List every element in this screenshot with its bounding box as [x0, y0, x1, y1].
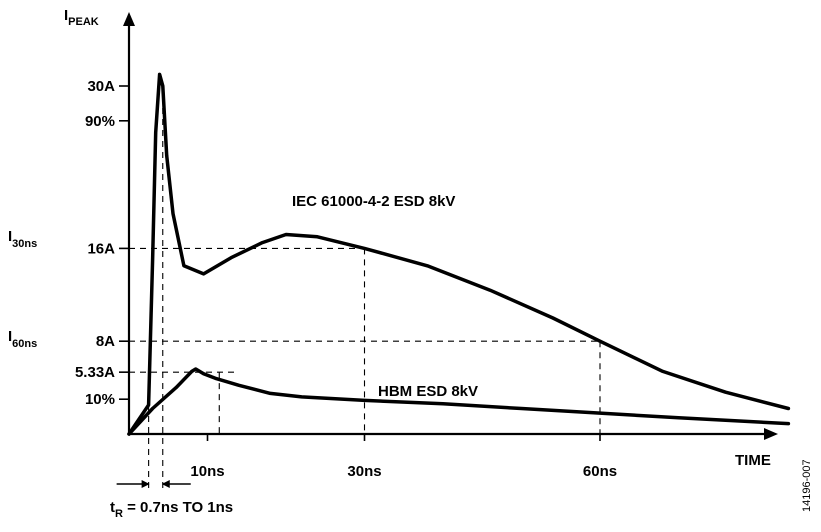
- y-tick-label: 16A: [87, 240, 115, 257]
- rise-time-label: tR = 0.7ns TO 1ns: [110, 499, 233, 520]
- x-axis-title: TIME: [735, 452, 771, 469]
- series-line-iec: [127, 72, 791, 436]
- y-tick-label: 90%: [85, 113, 115, 130]
- y-side-label-i60ns: I60ns: [8, 328, 37, 350]
- y-tick-label: 5.33A: [75, 364, 115, 381]
- y-side-label-i30ns: I30ns: [8, 228, 37, 250]
- x-tick-label: 60ns: [583, 463, 617, 480]
- series-label-iec: IEC 61000-4-2 ESD 8kV: [292, 193, 455, 210]
- y-tick-label: 10%: [85, 391, 115, 408]
- y-tick-label: 8A: [96, 333, 115, 350]
- y-axis-title: IPEAK: [64, 7, 99, 28]
- x-tick-label: 30ns: [347, 463, 381, 480]
- x-tick-label: 10ns: [190, 463, 224, 480]
- series-label-hbm: HBM ESD 8kV: [378, 383, 478, 400]
- figure-number: 14196-007: [801, 459, 813, 512]
- y-tick-label: 30A: [87, 78, 115, 95]
- series-line-hbm: [127, 367, 791, 436]
- x-axis-arrowhead: [764, 428, 778, 440]
- y-axis-arrowhead: [123, 12, 135, 26]
